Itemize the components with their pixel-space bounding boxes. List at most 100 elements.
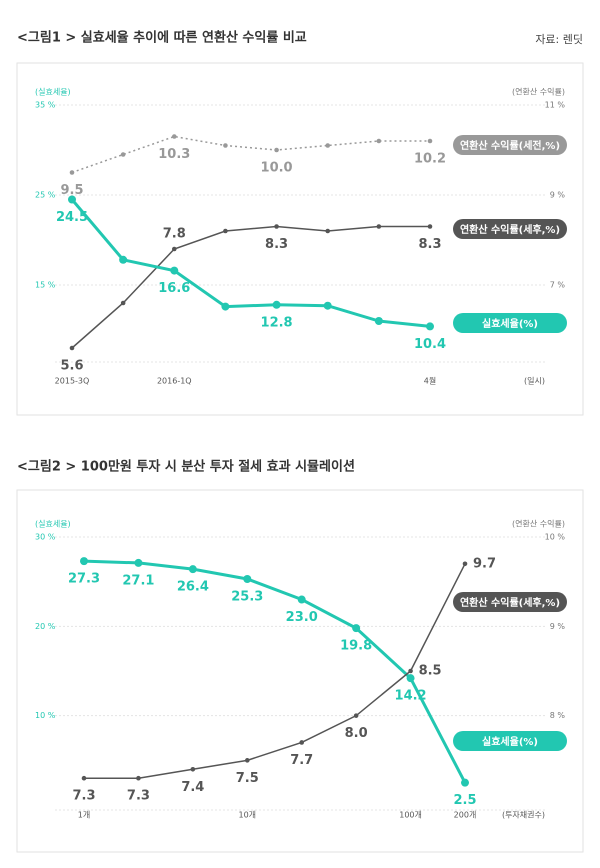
data-label: 10.3 xyxy=(158,147,190,162)
data-label: 8.0 xyxy=(345,726,368,741)
legend-label: 실효세율(%) xyxy=(482,317,538,330)
data-point xyxy=(406,674,415,683)
x-axis-label: (투자채권수) xyxy=(502,810,545,820)
source: 자료: 렌딧 xyxy=(535,33,583,46)
x-tick-label: 100개 xyxy=(399,810,422,820)
data-label: 23.0 xyxy=(286,610,318,625)
data-label: 7.5 xyxy=(236,771,259,786)
data-point xyxy=(223,143,228,148)
y-tick-label: 30 % xyxy=(35,533,56,542)
y2-tick-label: 10 % xyxy=(545,533,566,542)
y-axis-label: (실효세율) xyxy=(35,87,71,97)
series-line xyxy=(84,563,466,779)
data-point xyxy=(461,778,469,787)
data-point xyxy=(68,195,76,204)
legend-pill xyxy=(453,592,567,612)
data-point xyxy=(190,766,196,772)
data-point xyxy=(274,224,279,229)
x-tick-label: 200개 xyxy=(454,810,477,820)
data-point xyxy=(427,224,433,229)
data-label: 8.5 xyxy=(419,664,442,679)
y2-axis-label: (연환산 수익률) xyxy=(512,519,565,529)
data-label: 19.8 xyxy=(340,639,372,654)
data-point xyxy=(408,668,413,674)
legend-label: 연환산 수익률(세후,%) xyxy=(460,223,560,236)
data-point xyxy=(171,246,177,252)
series-line xyxy=(70,198,431,328)
data-point xyxy=(352,624,361,633)
series-line xyxy=(71,135,430,174)
data-label: 14.2 xyxy=(395,689,427,704)
data-point xyxy=(323,301,332,310)
data-point xyxy=(170,266,179,275)
data-point xyxy=(299,740,305,745)
data-point xyxy=(188,565,197,574)
data-label: 10.2 xyxy=(414,152,446,167)
data-point xyxy=(376,138,382,144)
data-point xyxy=(376,224,382,229)
data-point xyxy=(223,228,228,234)
data-point xyxy=(69,170,75,175)
y2-tick-label: 7 % xyxy=(550,281,566,290)
x-tick-label: 2016-1Q xyxy=(157,377,192,386)
series-line xyxy=(71,225,430,349)
data-point xyxy=(120,152,126,157)
data-point xyxy=(297,595,306,604)
x-axis-label: (일시) xyxy=(524,377,545,386)
y2-tick-label: 8 % xyxy=(550,711,566,720)
data-point xyxy=(325,143,331,148)
data-label: 26.4 xyxy=(177,580,209,595)
data-point xyxy=(120,300,126,306)
data-label: 7.3 xyxy=(127,789,150,804)
y2-axis-label: (연환산 수익률) xyxy=(512,87,565,97)
data-label: 27.1 xyxy=(122,573,154,588)
data-point xyxy=(274,147,279,153)
data-point xyxy=(325,228,331,234)
data-point xyxy=(426,322,434,331)
y2-tick-label: 9 % xyxy=(550,622,566,631)
data-label: 16.6 xyxy=(158,281,190,296)
data-label: 10.4 xyxy=(414,337,446,352)
series-line xyxy=(83,559,467,784)
data-point xyxy=(244,758,250,763)
data-point xyxy=(462,561,468,567)
data-point xyxy=(136,775,141,781)
data-label: 25.3 xyxy=(231,589,263,604)
y-tick-label: 15 % xyxy=(35,281,56,290)
legend-pill xyxy=(453,135,567,155)
y-tick-label: 20 % xyxy=(35,622,56,631)
x-tick-label: 2015-3Q xyxy=(55,377,90,386)
data-label: 10.0 xyxy=(261,161,293,176)
y-axis-label: (실효세율) xyxy=(35,519,71,529)
legend-pill xyxy=(453,313,567,333)
data-point xyxy=(119,255,128,264)
data-point xyxy=(69,345,75,351)
data-point xyxy=(81,775,87,781)
data-point xyxy=(221,302,230,311)
legend-label: 실효세율(%) xyxy=(482,735,538,748)
data-point xyxy=(80,557,88,566)
data-point xyxy=(171,134,177,139)
legend-label: 연환산 수익률(세전,%) xyxy=(460,139,560,152)
data-label: 24.5 xyxy=(56,210,88,225)
data-point xyxy=(353,713,359,718)
data-label: 12.8 xyxy=(261,315,293,330)
data-label: 7.4 xyxy=(181,780,204,795)
data-point xyxy=(374,317,383,325)
data-point xyxy=(427,138,433,144)
data-label: 9.7 xyxy=(473,556,496,571)
legend-pill xyxy=(453,731,567,751)
data-point xyxy=(272,300,281,309)
x-tick-label: 4월 xyxy=(424,376,436,386)
figure-title: <그림1 > 실효세율 추이에 따른 연환산 수익률 비교 xyxy=(17,30,307,46)
x-tick-label: 1개 xyxy=(78,810,90,820)
legend-label: 연환산 수익률(세후,%) xyxy=(460,596,560,609)
data-label: 8.3 xyxy=(418,237,441,252)
figure-title: <그림2 > 100만원 투자 시 분산 투자 절세 효과 시뮬레이션 xyxy=(17,459,355,475)
y2-tick-label: 9 % xyxy=(550,191,566,200)
y-tick-label: 25 % xyxy=(35,191,56,200)
x-tick-label: 10개 xyxy=(239,810,257,820)
data-label: 8.3 xyxy=(265,237,288,252)
y-tick-label: 35 % xyxy=(35,101,56,110)
